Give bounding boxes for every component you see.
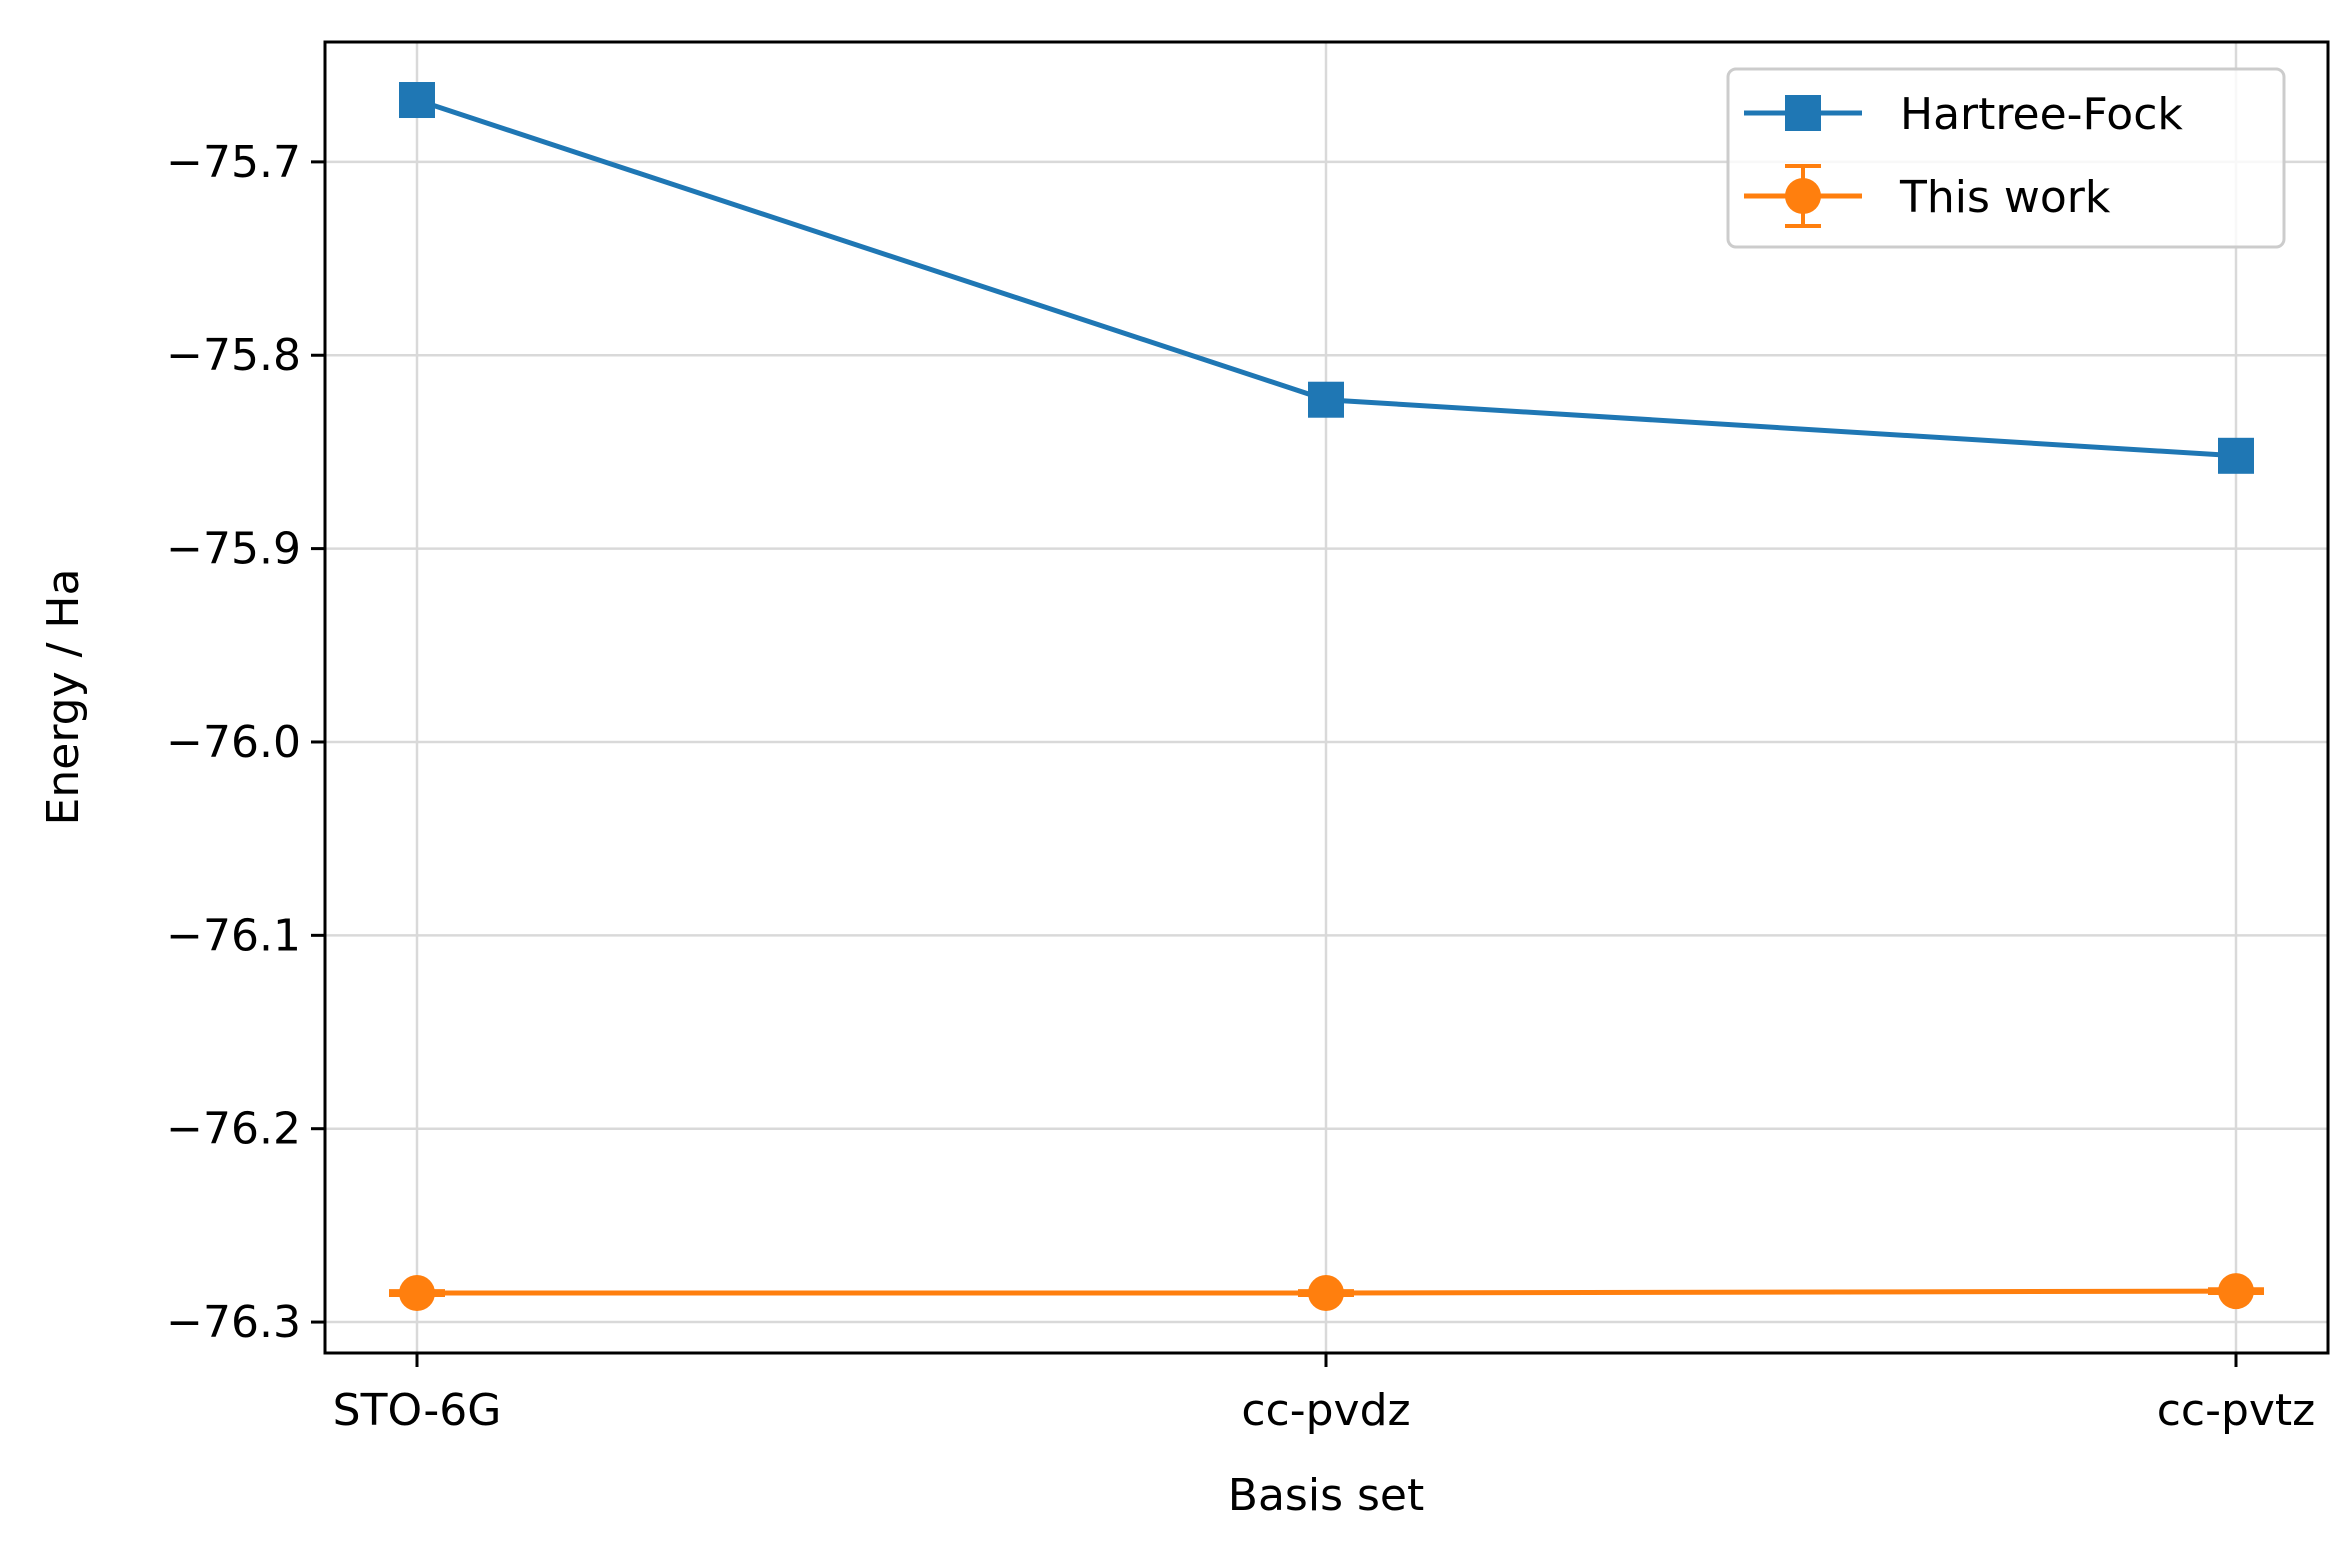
data-point <box>1308 381 1344 418</box>
data-point <box>399 82 435 119</box>
legend-box <box>1726 67 2286 249</box>
y-tick-label: −76.3 <box>166 1297 301 1348</box>
y-tick-label: −76.0 <box>166 717 301 768</box>
data-point <box>2218 437 2254 474</box>
x-axis-label: Basis set <box>1228 1470 1424 1521</box>
legend-label-1: This work <box>1899 172 2111 223</box>
legend: Hartree-Fock This work <box>1726 67 2286 249</box>
x-tick-label: cc-pvtz <box>2157 1385 2316 1436</box>
legend-marker-1 <box>1785 178 1821 214</box>
x-tick-label: STO-6G <box>333 1385 502 1436</box>
legend-label-0: Hartree-Fock <box>1900 89 2183 140</box>
ticks: STO-6G cc-pvdz cc-pvtz −75.7 −75.8 −75.9 −76.0… <box>166 137 2315 1436</box>
series-layer <box>389 82 2264 1312</box>
y-tick-label: −75.9 <box>166 524 301 575</box>
data-point <box>2218 1273 2254 1310</box>
y-axis-label: Energy / Ha <box>38 569 89 826</box>
grid <box>325 42 2328 1353</box>
data-point <box>1308 1275 1344 1312</box>
y-tick-label: −75.7 <box>166 137 301 188</box>
y-tick-label: −76.2 <box>166 1104 301 1155</box>
y-tick-label: −75.8 <box>166 330 301 381</box>
y-tick-label: −76.1 <box>166 910 301 961</box>
legend-marker-0 <box>1785 95 1821 131</box>
x-tick-label: cc-pvdz <box>1241 1385 1410 1436</box>
data-point <box>399 1275 435 1312</box>
